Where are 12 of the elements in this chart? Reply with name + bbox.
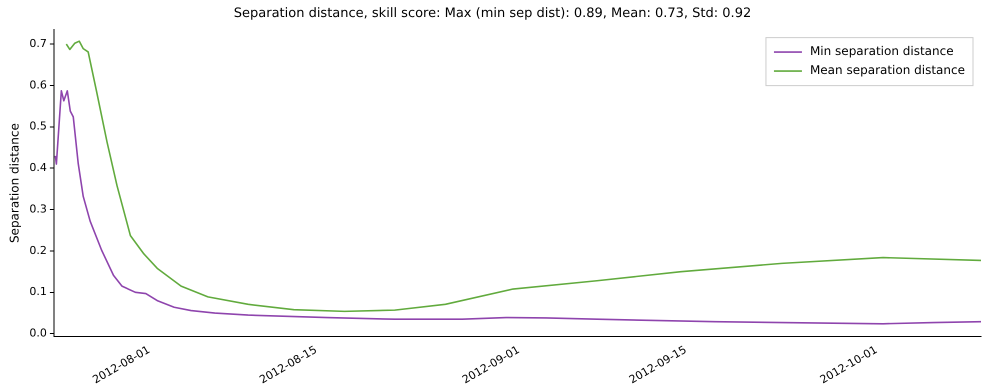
y-tick-label: 0.3 bbox=[29, 202, 47, 216]
y-tick-label: 0.6 bbox=[29, 78, 47, 92]
y-tick-label: 0.0 bbox=[29, 326, 47, 340]
legend-label: Min separation distance bbox=[810, 44, 954, 58]
y-tick-label: 0.2 bbox=[29, 244, 47, 257]
y-tick-label: 0.4 bbox=[29, 161, 47, 174]
y-tick-label: 0.1 bbox=[29, 285, 47, 298]
y-tick-label: 0.7 bbox=[29, 36, 47, 50]
y-axis-title: Separation distance bbox=[7, 123, 22, 244]
legend-label: Mean separation distance bbox=[810, 63, 966, 78]
y-tick-label: 0.5 bbox=[29, 120, 47, 133]
chart-title: Separation distance, skill score: Max (min sep dist): 0.89, Mean: 0.73, Std: 0.92 bbox=[234, 6, 752, 22]
